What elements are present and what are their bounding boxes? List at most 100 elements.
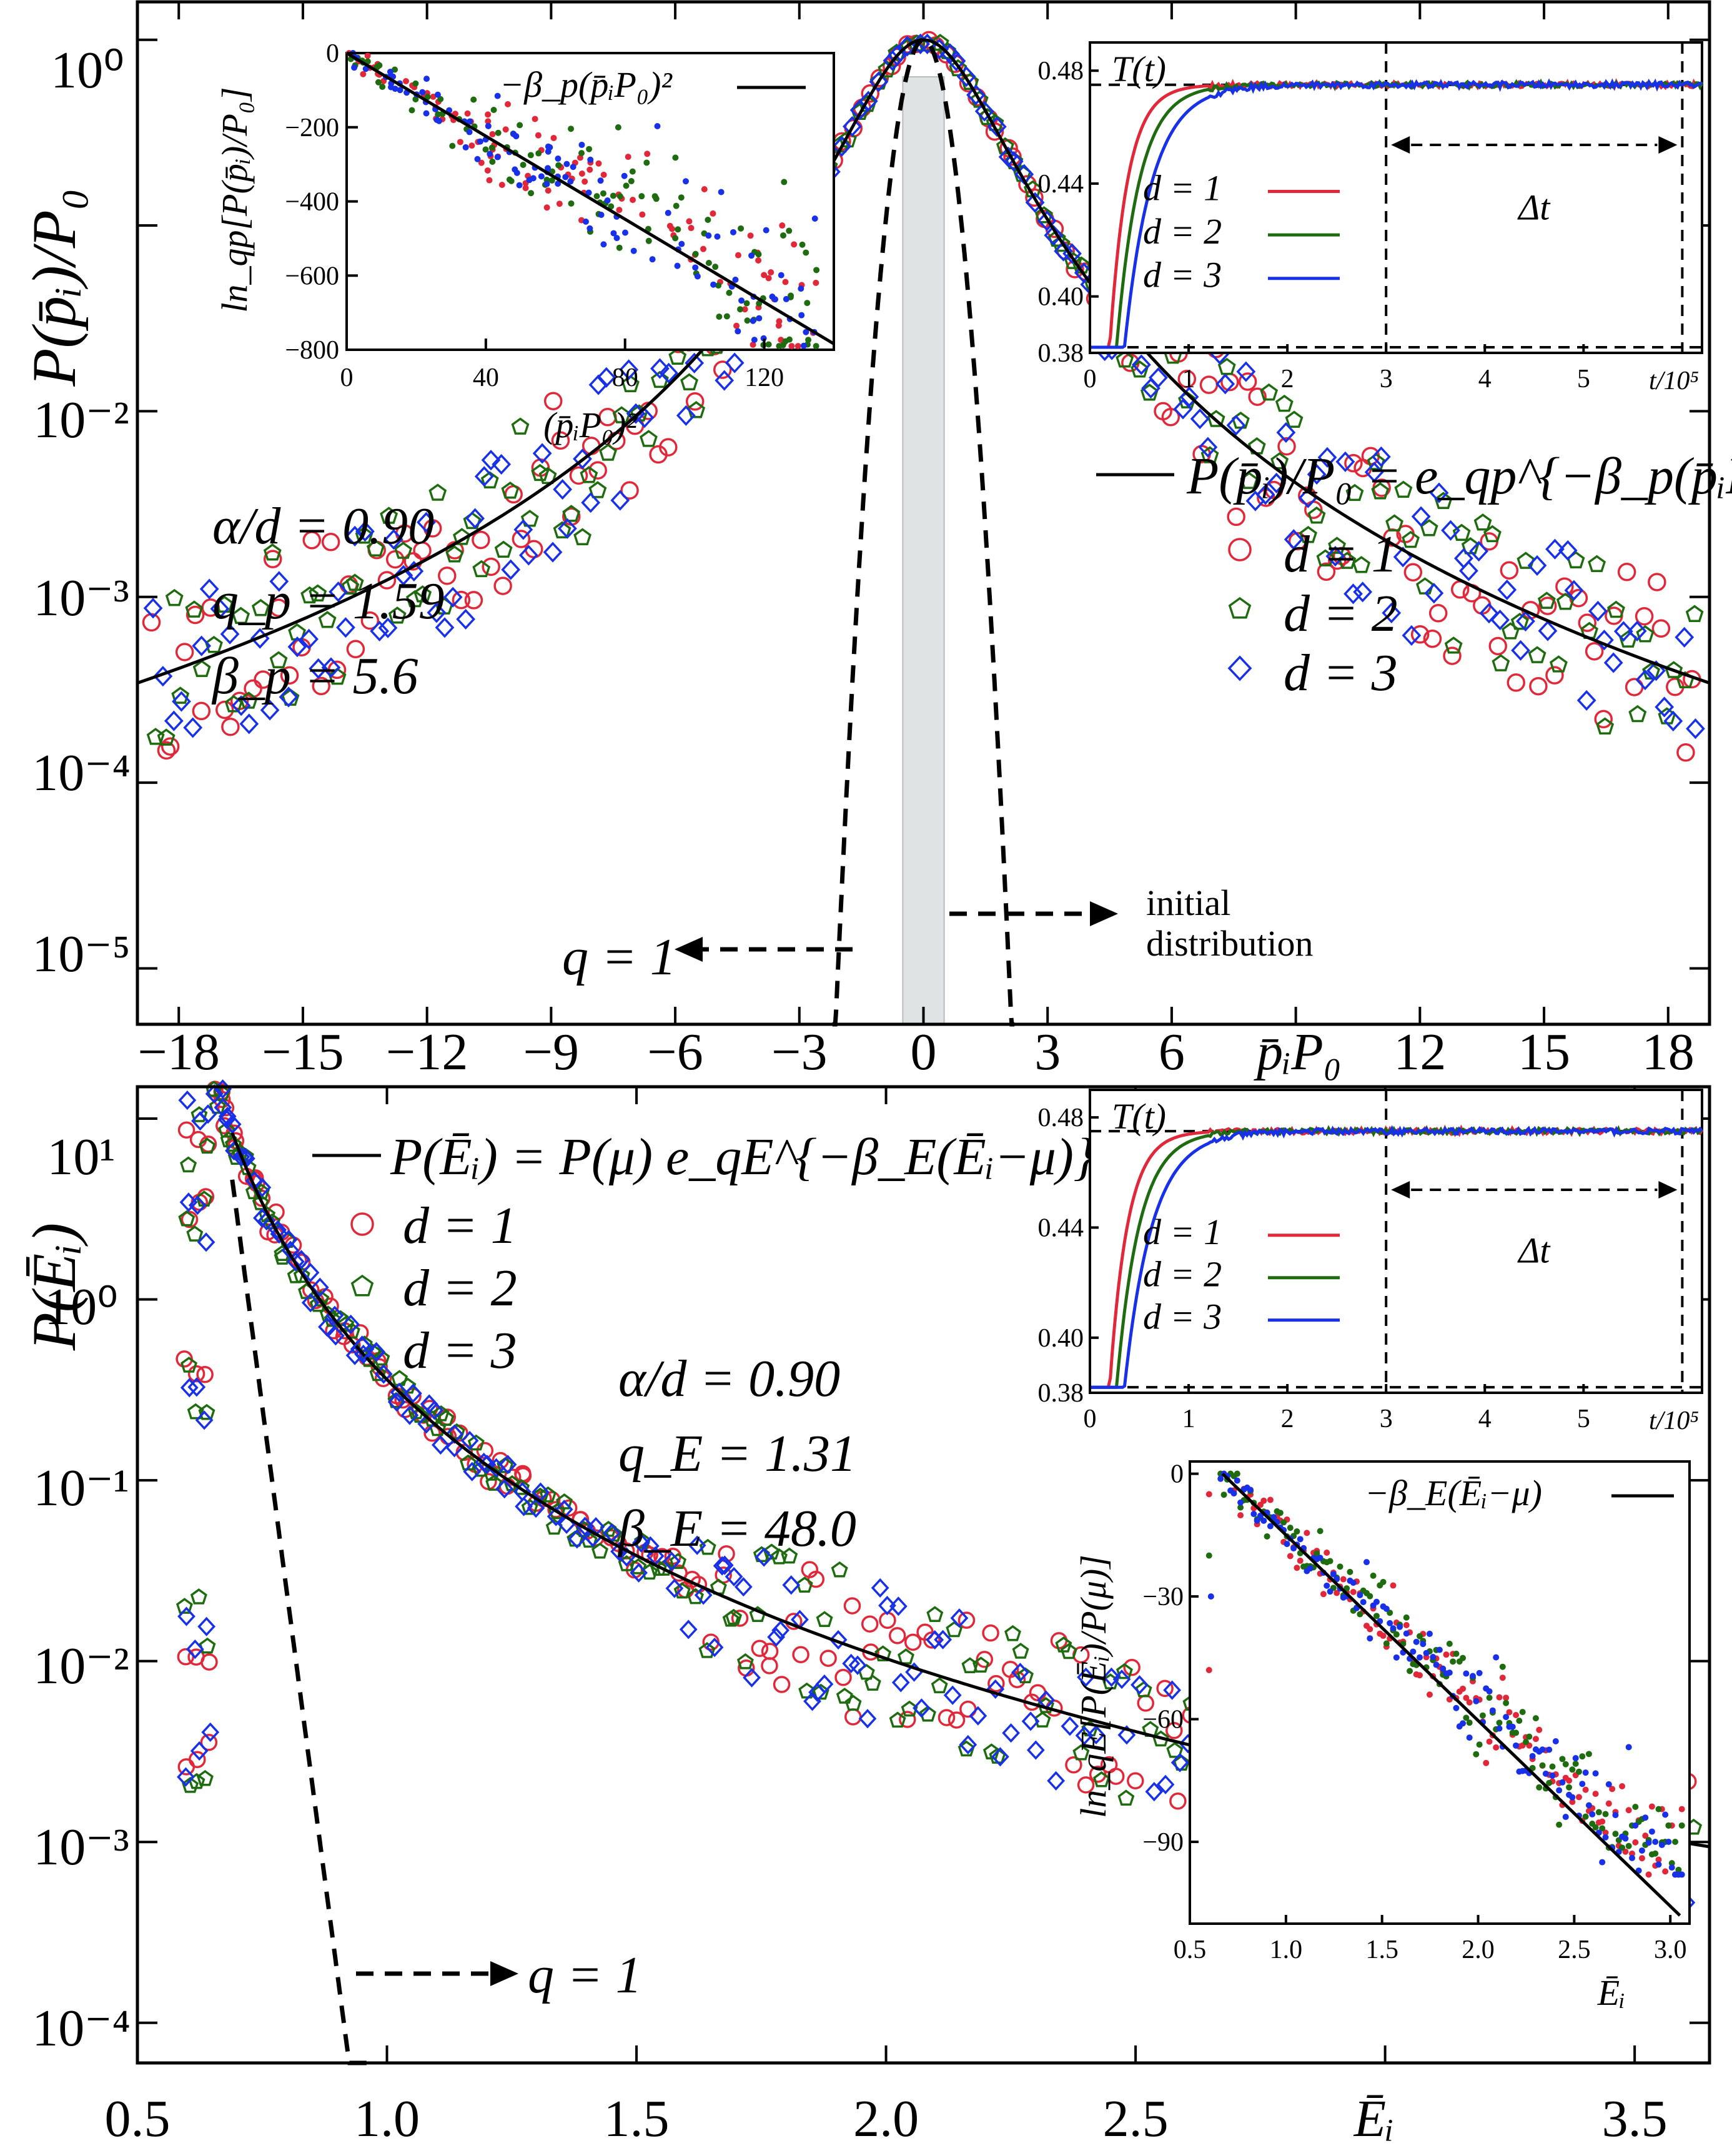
top-point: [1364, 462, 1384, 483]
bottom-point: [889, 1596, 908, 1616]
top-point: [385, 550, 405, 569]
inset1-point: [799, 241, 806, 248]
top-point: [1317, 447, 1337, 468]
top-point: [878, 60, 896, 78]
inset1-point: [527, 152, 534, 159]
inset1-point: [743, 300, 750, 307]
inset4-point: [1612, 1812, 1619, 1819]
top-point: [1676, 743, 1695, 762]
inset4-point: [1314, 1550, 1320, 1557]
inset4-point: [1632, 1804, 1639, 1811]
inset1-point: [478, 159, 485, 166]
inset1-point: [705, 260, 712, 267]
top-point: [651, 370, 669, 388]
inset4-point: [1450, 1658, 1457, 1665]
inset4-point: [1549, 1763, 1556, 1770]
T-arrowhead-left: [1391, 1181, 1410, 1199]
top-point: [838, 130, 857, 148]
inset1-point: [798, 285, 804, 292]
inset4-point: [1363, 1559, 1370, 1566]
bottom-point: [431, 1435, 450, 1455]
top-point: [640, 430, 658, 447]
bottom-point: [665, 1578, 684, 1598]
top-point: [1275, 394, 1294, 412]
bottom-point: [617, 1542, 635, 1560]
bottom-point: [1008, 1671, 1026, 1689]
T-xlabel: t/10⁵: [1649, 1407, 1699, 1435]
bottom-ytick-0: 10¹: [47, 1128, 115, 1186]
inset1-point: [750, 341, 756, 348]
bottom-point: [199, 1104, 217, 1124]
inset4-point: [1446, 1669, 1453, 1676]
bottom-param-betaE: β_E = 48.0: [617, 1500, 856, 1558]
top-point: [280, 666, 299, 685]
top-initial-label-2: distribution: [1146, 923, 1313, 964]
T-legend-label: d = 1: [1143, 168, 1222, 209]
top-point: [1328, 537, 1346, 554]
top-point: [1276, 422, 1296, 443]
bottom-point: [267, 1203, 285, 1221]
inset1-point: [488, 144, 495, 151]
inset4-point: [1430, 1654, 1437, 1661]
top-point: [599, 443, 617, 461]
inset1-point: [600, 190, 606, 197]
top-legend-marker: [1227, 655, 1252, 681]
inset1-point: [779, 232, 786, 239]
bottom-point: [991, 1747, 1009, 1767]
top-point: [1444, 636, 1463, 654]
bottom-xtick-label: 1.5: [604, 2090, 670, 2148]
top-point: [1686, 718, 1705, 739]
top-point: [1529, 676, 1548, 696]
top-point: [1402, 625, 1422, 646]
inset1-point: [747, 232, 754, 239]
bottom-point: [1107, 1768, 1125, 1785]
inset4-point: [1678, 1871, 1685, 1878]
inset4-xtick-label: 2.0: [1462, 1936, 1495, 1964]
inset4-point: [1217, 1475, 1224, 1482]
inset1-point: [550, 134, 557, 141]
inset1-point: [616, 244, 623, 251]
inset1-point: [498, 182, 505, 189]
initial-distribution-band: [902, 76, 945, 1025]
top-point: [1564, 580, 1584, 601]
inset1-point: [545, 148, 552, 155]
bottom-point: [342, 1314, 360, 1335]
top-x-axis-label: p̄ᵢP₀: [1254, 1023, 1342, 1081]
bottom-legend-d2: d = 2: [403, 1259, 517, 1317]
inset4-point: [1416, 1672, 1423, 1679]
inset1-ytick-label: −200: [285, 114, 339, 142]
inset4-point: [1327, 1588, 1334, 1595]
inset4-point: [1320, 1591, 1327, 1598]
bottom-point: [1163, 1680, 1181, 1700]
top-point: [620, 481, 639, 500]
inset1-point: [487, 151, 493, 157]
inset4-point: [1655, 1861, 1662, 1868]
inset1-point: [638, 193, 645, 200]
inset4-point: [1317, 1555, 1324, 1561]
inset4-point: [1648, 1803, 1655, 1810]
bottom-point: [177, 1767, 195, 1787]
bottom-legend-d3: d = 3: [403, 1322, 517, 1380]
inset4-point: [1383, 1605, 1390, 1612]
bottom-point: [209, 1097, 226, 1114]
top-point: [1527, 555, 1547, 576]
top-point: [1367, 453, 1385, 470]
inset4-point: [1324, 1550, 1330, 1556]
bottom-point: [699, 1538, 716, 1555]
inset4-point: [1390, 1582, 1397, 1589]
inset1-point: [730, 229, 736, 235]
inset1-point: [805, 337, 812, 344]
inset4-point: [1257, 1512, 1264, 1519]
inset1-point: [408, 107, 415, 114]
inset4-point: [1267, 1496, 1274, 1503]
inset1-point: [716, 313, 723, 320]
top-point: [1420, 519, 1438, 537]
T-xtick-label: 3: [1380, 1405, 1393, 1433]
T-xtick-label: 4: [1478, 365, 1492, 393]
inset4-point: [1287, 1525, 1294, 1531]
bottom-point: [309, 1295, 327, 1312]
inset4-point: [1267, 1523, 1274, 1530]
inset1-point: [788, 343, 795, 350]
inset1-point: [556, 200, 563, 207]
top-xtick-label: 6: [1159, 1023, 1185, 1081]
